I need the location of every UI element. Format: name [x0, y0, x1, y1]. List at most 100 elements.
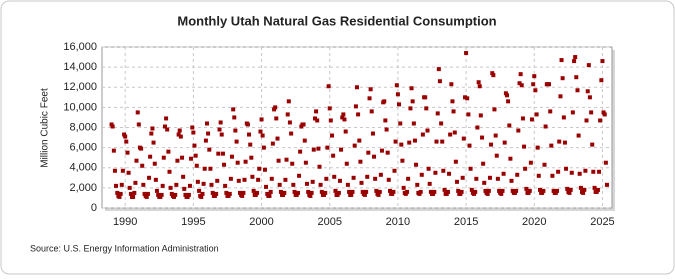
point: [568, 187, 573, 192]
point: [270, 141, 275, 146]
point: [257, 166, 262, 171]
point: [366, 150, 371, 155]
point: [193, 153, 198, 158]
point: [531, 82, 536, 87]
point: [452, 130, 457, 135]
point: [347, 189, 352, 194]
point: [176, 132, 181, 137]
point: [441, 168, 446, 173]
point: [340, 115, 345, 120]
y-tick-label: 14,000: [63, 61, 97, 73]
point: [491, 73, 496, 78]
point: [314, 109, 319, 114]
point: [125, 150, 130, 155]
point: [523, 166, 528, 171]
point: [322, 192, 326, 197]
point: [359, 180, 364, 185]
point: [114, 183, 119, 188]
point: [269, 176, 274, 181]
point: [332, 174, 337, 179]
point: [324, 176, 329, 181]
point: [331, 153, 336, 158]
point: [454, 179, 459, 184]
point: [518, 72, 523, 77]
point: [306, 189, 311, 194]
point: [489, 142, 494, 147]
point: [335, 192, 340, 197]
point: [167, 169, 172, 174]
point: [315, 118, 320, 123]
point: [386, 177, 391, 182]
point: [516, 128, 521, 133]
point: [265, 191, 270, 196]
point: [139, 146, 144, 151]
point: [247, 132, 251, 137]
point: [267, 193, 272, 198]
point: [564, 166, 569, 171]
point: [415, 182, 420, 187]
point: [458, 191, 463, 196]
point: [501, 171, 506, 176]
point: [466, 112, 471, 117]
point: [292, 189, 297, 194]
point: [291, 182, 296, 187]
point: [399, 142, 404, 147]
point: [251, 188, 256, 193]
point: [110, 124, 115, 129]
point: [377, 189, 382, 194]
point: [341, 112, 346, 117]
point: [123, 134, 128, 139]
point: [439, 121, 444, 126]
point: [515, 172, 520, 177]
point: [208, 166, 213, 171]
point: [236, 178, 241, 183]
point: [355, 85, 359, 90]
point: [303, 160, 308, 165]
point: [392, 168, 397, 173]
point: [442, 187, 447, 192]
point: [156, 192, 161, 197]
point: [464, 51, 469, 56]
point: [505, 93, 509, 98]
point: [547, 82, 551, 87]
point: [419, 172, 424, 177]
point: [538, 187, 542, 192]
point: [433, 170, 438, 175]
point: [119, 182, 124, 187]
point: [159, 192, 164, 197]
point: [205, 121, 209, 126]
point: [565, 186, 570, 191]
point: [472, 191, 476, 196]
point: [364, 189, 369, 194]
point: [172, 194, 176, 199]
point: [256, 177, 261, 182]
point: [175, 158, 180, 163]
point: [128, 191, 133, 196]
point: [397, 102, 401, 107]
point: [210, 190, 215, 195]
point: [360, 189, 365, 194]
y-tick-label: 10,000: [63, 101, 97, 113]
point: [233, 128, 238, 133]
point: [558, 94, 563, 99]
point: [529, 117, 534, 122]
point: [202, 166, 207, 171]
point: [437, 79, 442, 84]
point: [367, 96, 372, 101]
point: [592, 185, 597, 190]
point: [234, 139, 239, 144]
point: [214, 191, 219, 196]
point: [249, 155, 254, 160]
point: [594, 189, 599, 194]
point: [481, 161, 486, 166]
point: [576, 133, 581, 138]
point: [264, 184, 269, 189]
point: [456, 188, 461, 193]
point: [339, 147, 344, 152]
y-tick-label: 2,000: [69, 182, 97, 194]
point: [136, 122, 141, 127]
point: [383, 118, 388, 123]
point: [207, 147, 212, 152]
point: [223, 183, 228, 188]
